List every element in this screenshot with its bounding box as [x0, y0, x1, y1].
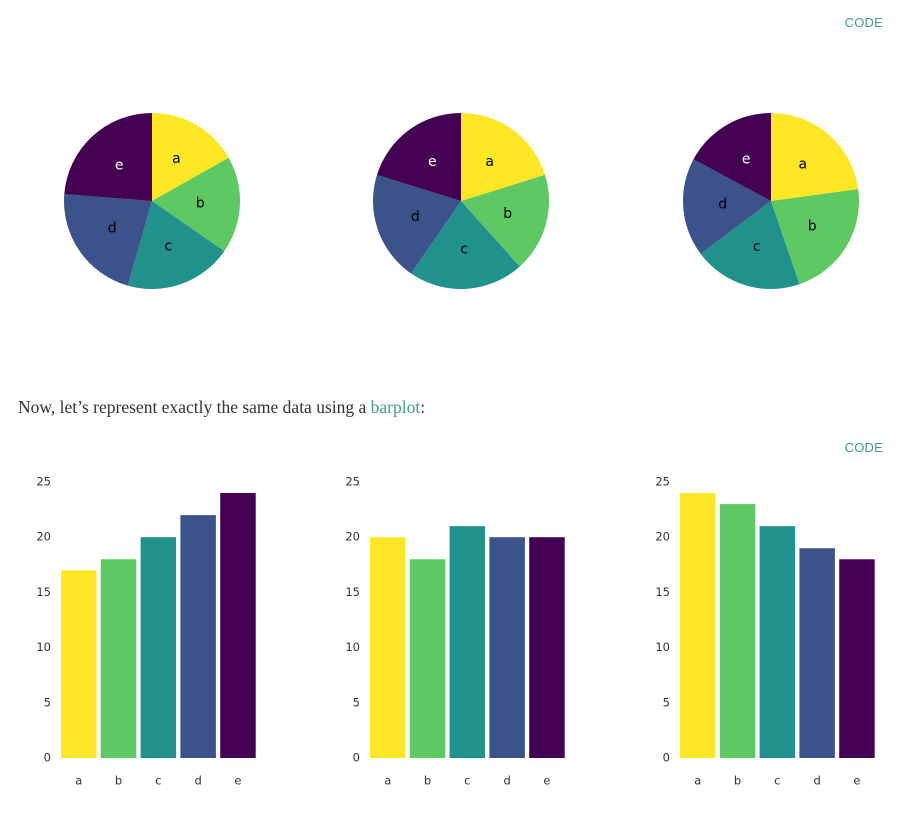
y-tick-label: 15 — [36, 585, 51, 599]
bar-e — [529, 537, 565, 758]
x-tick-label: d — [194, 774, 201, 788]
pie-slice-a — [771, 113, 859, 201]
bar-d — [489, 537, 525, 758]
pie-label-d: d — [411, 209, 420, 225]
x-tick-label: b — [115, 774, 122, 788]
pie-chart-2: a b c d e — [373, 113, 549, 289]
y-tick-label: 20 — [655, 530, 670, 544]
code-toggle-button-2[interactable]: CODE — [844, 440, 883, 455]
y-tick-label: 25 — [655, 475, 670, 489]
pie-label-c: c — [753, 239, 761, 255]
pie-slice-d — [683, 159, 771, 254]
pie-slice-c — [700, 201, 800, 290]
bar-a — [61, 570, 97, 758]
bar-d — [799, 548, 835, 758]
bar-c — [449, 526, 486, 758]
bar-c — [140, 537, 177, 758]
y-tick-label: 20 — [345, 530, 360, 544]
y-tick-label: 15 — [655, 585, 670, 599]
pie-slice-e — [693, 113, 771, 201]
bar-chart-2: 0 5 10 15 20 25 a b c d e — [345, 475, 565, 788]
y-tick-label: 5 — [663, 695, 670, 709]
pie-slice-b — [461, 174, 549, 267]
pie-slice-d — [373, 174, 461, 274]
y-tick-label: 5 — [44, 695, 51, 709]
pie-label-d: d — [718, 197, 727, 213]
x-tick-label: b — [734, 774, 741, 788]
x-tick-label: d — [503, 774, 510, 788]
pie-label-c: c — [164, 239, 172, 255]
bar-chart-3: 0 5 10 15 20 25 a b c d e — [655, 475, 875, 788]
x-tick-label: e — [234, 774, 241, 788]
pie-label-b: b — [503, 206, 512, 222]
pie-label-c: c — [460, 241, 468, 257]
pie-label-e: e — [742, 151, 751, 167]
y-tick-label: 5 — [353, 695, 360, 709]
x-tick-label: a — [384, 774, 391, 788]
pie-slice-e — [376, 113, 461, 201]
y-tick-label: 10 — [655, 640, 670, 654]
bar-b — [100, 559, 137, 758]
pie-slice-a — [152, 113, 229, 201]
pie-label-e: e — [428, 154, 437, 170]
bar-c — [759, 526, 796, 758]
pie-slice-c — [411, 201, 520, 289]
y-tick-label: 10 — [345, 640, 360, 654]
x-tick-label: e — [853, 774, 860, 788]
pie-chart-3: a b c d e — [683, 113, 859, 290]
x-tick-label: c — [774, 774, 780, 788]
pie-label-e: e — [115, 157, 124, 173]
pie-slice-e — [64, 113, 152, 201]
x-tick-label: b — [424, 774, 431, 788]
pie-label-b: b — [808, 218, 817, 234]
bar-e — [220, 493, 256, 758]
pie-label-a: a — [172, 151, 181, 167]
y-tick-label: 0 — [353, 751, 360, 765]
y-tick-label: 25 — [36, 475, 51, 489]
y-tick-label: 15 — [345, 585, 360, 599]
y-tick-label: 0 — [663, 751, 670, 765]
x-tick-label: c — [464, 774, 470, 788]
prose-text-after: : — [420, 397, 426, 417]
bar-e — [839, 559, 875, 758]
y-tick-label: 0 — [44, 751, 51, 765]
x-tick-label: d — [813, 774, 820, 788]
pie-label-d: d — [108, 221, 117, 237]
y-tick-label: 10 — [36, 640, 51, 654]
barplot-link[interactable]: barplot — [370, 397, 421, 417]
bar-b — [719, 504, 756, 758]
x-tick-label: a — [694, 774, 701, 788]
code-toggle-button[interactable]: CODE — [844, 15, 883, 30]
bar-b — [409, 559, 446, 758]
x-tick-label: e — [543, 774, 550, 788]
pie-slice-d — [63, 194, 152, 286]
pie-slice-a — [461, 113, 546, 201]
pie-slice-b — [771, 189, 859, 285]
y-tick-label: 20 — [36, 530, 51, 544]
pie-label-a: a — [485, 154, 494, 170]
x-tick-label: a — [75, 774, 82, 788]
pie-chart-1: a b c d e — [63, 113, 240, 290]
prose-text-before: Now, let’s represent exactly the same da… — [18, 397, 371, 417]
x-tick-label: c — [155, 774, 161, 788]
pie-slice-b — [152, 157, 240, 252]
bar-d — [180, 515, 216, 758]
pie-label-a: a — [799, 157, 808, 173]
bar-chart-1: 0 5 10 15 20 25 a b c d e — [36, 475, 256, 788]
pie-slice-c — [127, 201, 225, 290]
bar-a — [370, 537, 406, 758]
pie-label-b: b — [196, 195, 205, 211]
bar-a — [680, 493, 716, 758]
y-tick-label: 25 — [345, 475, 360, 489]
prose-paragraph: Now, let’s represent exactly the same da… — [18, 397, 425, 418]
